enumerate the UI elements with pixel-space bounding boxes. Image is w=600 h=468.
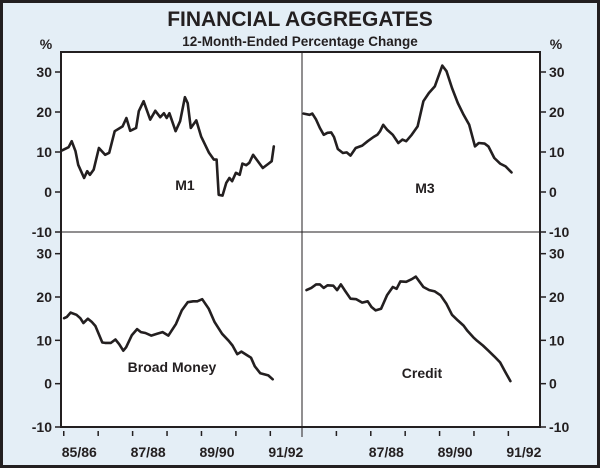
- series-line-broad-money: [62, 297, 275, 381]
- y-tick-label: 20: [36, 289, 52, 305]
- y-tick-label: -10: [32, 224, 52, 240]
- y-tick-label: 10: [549, 332, 565, 348]
- y-tick-label: -10: [549, 224, 569, 240]
- x-tick-label: 89/90: [438, 444, 473, 460]
- y-tick-label: 0: [44, 376, 52, 392]
- y-tick-label: 30: [36, 246, 52, 262]
- chart-title: FINANCIAL AGGREGATES: [167, 8, 433, 31]
- y-tick-label: 20: [549, 104, 565, 120]
- series-line-m3: [302, 64, 513, 174]
- series-label: M3: [415, 180, 435, 196]
- y-tick-label: 0: [44, 184, 52, 200]
- y-tick-label: 10: [36, 332, 52, 348]
- x-tick-label: 89/90: [199, 444, 234, 460]
- y-tick-label: 10: [36, 144, 52, 160]
- right-unit-label: %: [550, 36, 563, 52]
- x-tick-label: 87/88: [131, 444, 166, 460]
- y-tick-label: -10: [32, 419, 52, 435]
- plot-frame: [60, 51, 541, 428]
- left-unit-label: %: [40, 36, 53, 52]
- y-tick-label: 20: [549, 289, 565, 305]
- x-tick-label: 85/86: [62, 444, 97, 460]
- y-tick-label: 10: [549, 144, 565, 160]
- series-label: Credit: [402, 365, 443, 381]
- x-tick-label: 91/92: [506, 444, 541, 460]
- y-tick-label: 30: [549, 246, 565, 262]
- y-tick-label: 30: [549, 64, 565, 80]
- series-line-credit: [305, 275, 512, 383]
- chart-subtitle: 12-Month-Ended Percentage Change: [182, 34, 418, 49]
- y-tick-label: 0: [549, 376, 557, 392]
- y-tick-label: -10: [549, 419, 569, 435]
- series-label: M1: [175, 177, 195, 193]
- y-tick-label: 0: [549, 184, 557, 200]
- series-line-m1: [60, 95, 276, 197]
- x-tick-label: 87/88: [369, 444, 404, 460]
- y-tick-label: 30: [36, 64, 52, 80]
- series-label: Broad Money: [128, 359, 217, 375]
- plot-area: [61, 52, 540, 427]
- x-tick-label: 91/92: [268, 444, 303, 460]
- y-tick-label: 20: [36, 104, 52, 120]
